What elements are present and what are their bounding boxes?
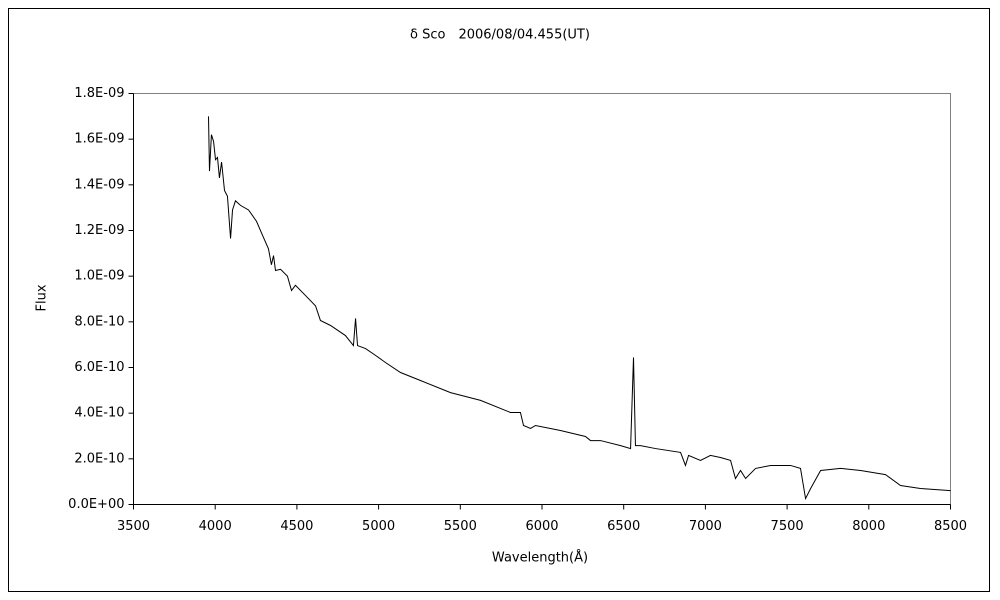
x-tick-label: 6000 <box>525 519 558 534</box>
y-axis-label: Flux <box>35 284 50 311</box>
plot-area <box>133 93 951 505</box>
y-tick-label: 1.4E-09 <box>74 177 124 192</box>
x-tick-label: 4500 <box>280 519 313 534</box>
x-tick-label: 6500 <box>607 519 640 534</box>
y-tick-label: 1.2E-09 <box>74 223 124 238</box>
x-tick-label: 5500 <box>444 519 477 534</box>
x-tick-label: 8500 <box>934 519 967 534</box>
y-tick-label: 2.0E-10 <box>74 451 124 466</box>
x-tick-label: 7500 <box>771 519 804 534</box>
x-tick-label: 7000 <box>689 519 722 534</box>
x-tick-label: 8000 <box>852 519 885 534</box>
y-tick-label: 4.0E-10 <box>74 406 124 421</box>
x-axis-label: Wavelength(Å) <box>492 550 588 566</box>
x-tick-label: 3500 <box>117 519 150 534</box>
spectrum-line <box>208 116 951 501</box>
chart-title: δ Sco 2006/08/04.455(UT) <box>410 28 590 43</box>
y-tick-label: 6.0E-10 <box>74 360 124 375</box>
y-tick-label: 8.0E-10 <box>74 314 124 329</box>
y-tick-label: 1.6E-09 <box>74 132 124 147</box>
x-tick-label: 5000 <box>362 519 395 534</box>
x-tick-label: 4000 <box>199 519 232 534</box>
y-tick-label: 1.8E-09 <box>74 86 124 101</box>
y-tick-label: 1.0E-09 <box>74 269 124 284</box>
y-tick-label: 0.0E+00 <box>68 497 124 512</box>
